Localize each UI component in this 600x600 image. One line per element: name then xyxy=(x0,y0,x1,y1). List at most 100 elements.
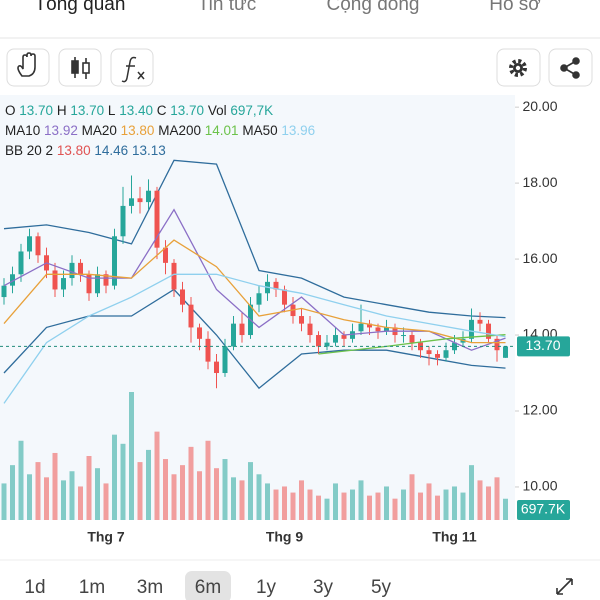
volume-bar xyxy=(10,465,15,520)
volume-bar xyxy=(503,498,508,520)
candle-body xyxy=(205,338,211,362)
legend-value: 13.13 xyxy=(132,143,166,158)
volume-bar xyxy=(299,480,304,520)
legend-ma: MA10 13.92 MA20 13.80 MA200 14.01 MA50 1… xyxy=(5,123,319,138)
volume-bar xyxy=(180,465,185,520)
legend-value: 14.01 xyxy=(205,123,239,138)
period-button[interactable]: 1d xyxy=(24,577,45,598)
legend-key: MA10 xyxy=(5,123,40,138)
volume-bar xyxy=(350,489,355,520)
candle-body xyxy=(375,327,381,332)
candle-body xyxy=(333,335,338,343)
candle-body xyxy=(154,190,160,248)
ma-line xyxy=(3,239,506,344)
plot-area xyxy=(0,95,515,520)
legend-key: L xyxy=(108,103,116,118)
legend-bb: BB 20 2 13.80 14.46 13.13 xyxy=(5,143,170,158)
volume-bar xyxy=(375,492,381,520)
expand-icon[interactable] xyxy=(556,578,573,595)
hand-button[interactable] xyxy=(6,48,50,87)
y-tick-label: 18.00 xyxy=(522,174,557,190)
period-button[interactable]: 1m xyxy=(79,577,105,598)
y-tick-label: 12.00 xyxy=(522,402,557,418)
candle-body xyxy=(477,319,483,324)
volume-bar xyxy=(435,495,440,520)
candle-body xyxy=(180,289,185,305)
candle-body xyxy=(367,323,372,328)
volume-bar xyxy=(316,495,321,520)
candle-body xyxy=(69,262,75,279)
volume-bar xyxy=(146,449,151,520)
volume-bar xyxy=(18,440,24,520)
candle-body xyxy=(273,281,279,290)
ma-line xyxy=(3,273,506,404)
volume-bar xyxy=(222,459,228,520)
volume-bar xyxy=(469,465,474,520)
candle-body xyxy=(358,323,364,332)
volume-bar xyxy=(137,462,143,520)
candle-body xyxy=(231,323,236,347)
candle-body xyxy=(443,350,449,358)
candle-body xyxy=(307,323,313,336)
volume-bar xyxy=(333,483,338,520)
volume-bar xyxy=(401,489,406,520)
volume-bar xyxy=(384,486,389,520)
legend-key: C xyxy=(157,103,167,118)
legend-ohlc: O 13.70 H 13.70 L 13.40 C 13.70 Vol 697,… xyxy=(5,103,277,118)
candle-body xyxy=(129,198,134,206)
x-tick-label: Thg 7 xyxy=(87,529,125,545)
volume-bar xyxy=(273,489,279,520)
volume-bar xyxy=(112,434,117,520)
period-button[interactable]: 6m xyxy=(195,577,221,598)
legend-value: 13.70 xyxy=(19,103,53,118)
volume-bar xyxy=(282,486,287,520)
tab[interactable]: Tổng quan xyxy=(35,0,126,15)
legend-key: H xyxy=(57,103,67,118)
volume-bar xyxy=(239,480,245,520)
legend-key: Vol xyxy=(208,103,227,118)
share-button[interactable] xyxy=(548,48,593,87)
volume-bar xyxy=(409,474,415,520)
candle-body xyxy=(61,278,66,290)
bb-upper xyxy=(3,159,506,319)
tab[interactable]: Cộng đồng xyxy=(327,0,420,15)
volume-bar xyxy=(52,452,58,520)
candle-body xyxy=(256,293,262,305)
candle-body xyxy=(35,236,41,256)
candle-body xyxy=(1,285,7,298)
candle-body xyxy=(316,335,321,347)
tab[interactable]: Tin tức xyxy=(198,0,256,15)
space xyxy=(166,143,170,158)
period-button[interactable]: 1y xyxy=(256,577,277,598)
y-tick-label: 10.00 xyxy=(522,478,557,494)
volume-bar xyxy=(27,474,32,520)
share-icon xyxy=(560,57,580,79)
tab[interactable]: Hồ sơ xyxy=(489,0,541,15)
chart-marks xyxy=(0,106,519,520)
settings-icon-hole xyxy=(515,65,521,71)
volume-bar xyxy=(35,462,41,520)
candle-body xyxy=(486,323,491,339)
period-button[interactable]: 3m xyxy=(137,577,163,598)
volume-bar xyxy=(231,477,236,520)
candle-button[interactable] xyxy=(58,48,102,87)
legend-value: 13.80 xyxy=(121,123,155,138)
formula-button[interactable] xyxy=(110,48,154,87)
volume-bar xyxy=(86,456,92,520)
candle-body xyxy=(137,198,143,203)
volume-bar xyxy=(452,486,457,520)
ma-line xyxy=(318,334,506,355)
legend-value: 13.40 xyxy=(119,103,153,118)
volume-bar xyxy=(44,477,49,520)
candle-body xyxy=(299,316,304,324)
candle-body xyxy=(103,274,109,286)
period-button[interactable]: 3y xyxy=(313,577,334,598)
volume-bar xyxy=(418,492,423,520)
volume-bar xyxy=(494,477,500,520)
volume-bar xyxy=(460,492,466,520)
candle-body xyxy=(214,361,219,374)
period-button[interactable]: 5y xyxy=(371,577,392,598)
period-active xyxy=(185,571,231,600)
candle-body xyxy=(239,323,245,336)
